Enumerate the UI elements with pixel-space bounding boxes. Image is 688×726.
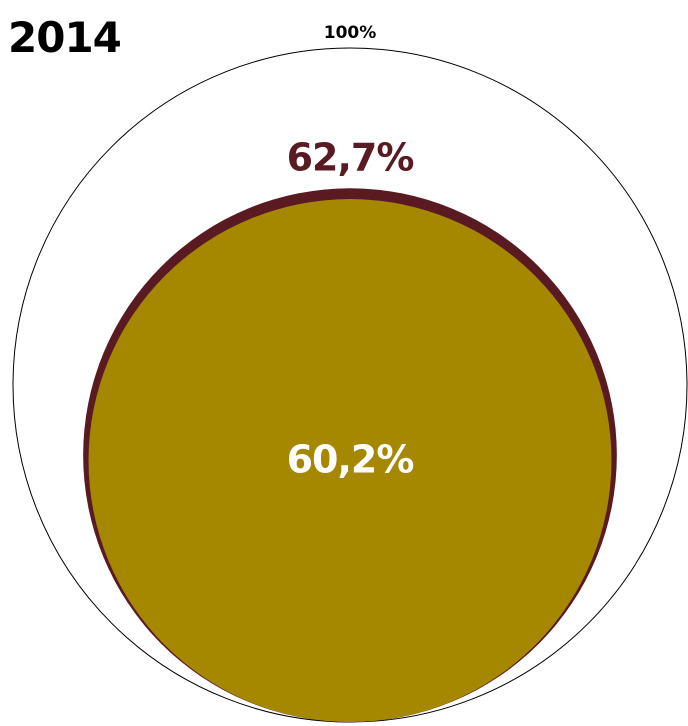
middle-circle-label: 62,7%	[287, 135, 414, 179]
outer-circle-label: 100%	[324, 23, 377, 43]
inner-circle	[88, 199, 612, 722]
chart-title: 2014	[8, 13, 121, 62]
inner-circle-label: 60,2%	[287, 438, 414, 482]
circles-layer	[12, 47, 688, 723]
